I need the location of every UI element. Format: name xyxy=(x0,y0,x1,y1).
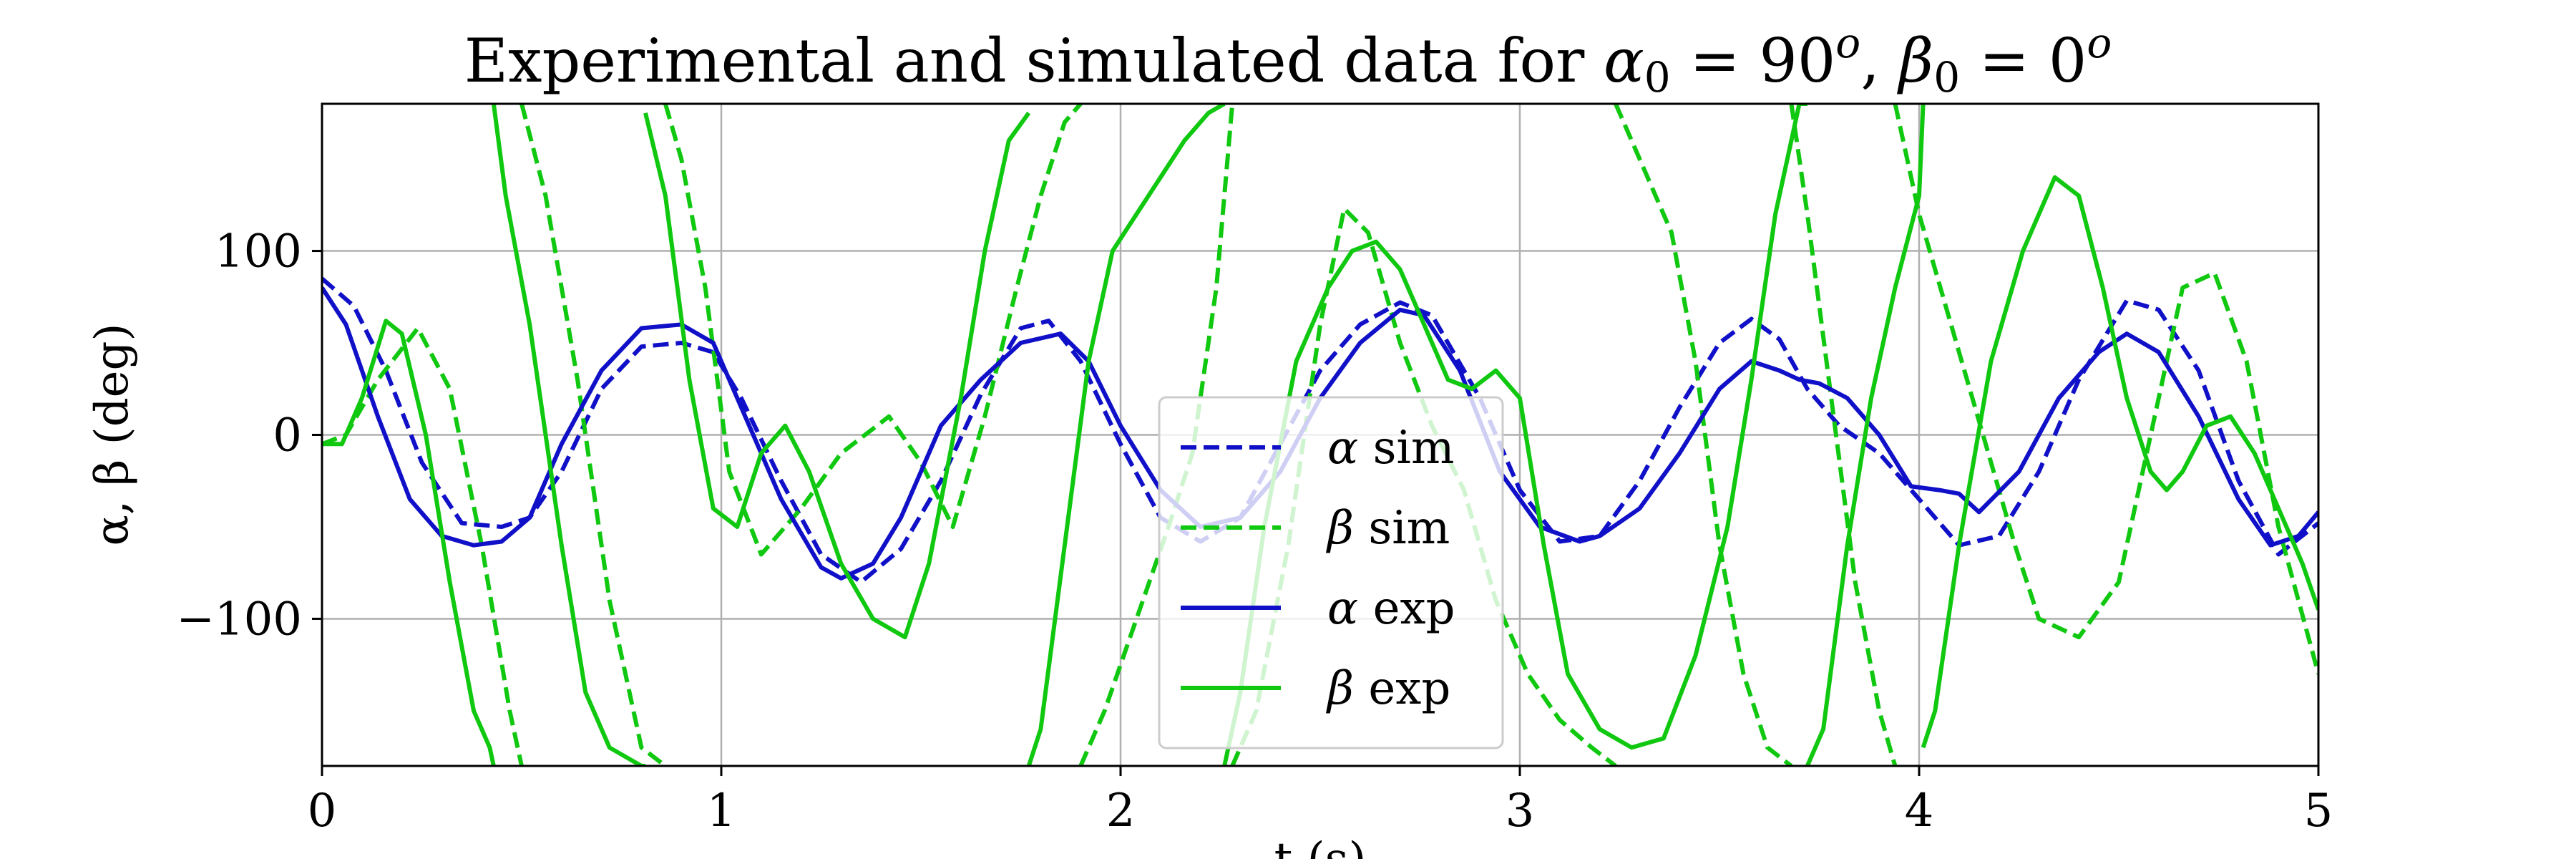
series-line-exp-2 xyxy=(322,286,2318,581)
legend-box xyxy=(1158,396,1504,749)
legend: α sim β sim α exp β exp xyxy=(1158,396,1504,749)
legend-label-1: β sim xyxy=(1326,502,1450,555)
series-line-sim-0 xyxy=(322,276,2318,585)
legend-label-2: α exp xyxy=(1327,582,1455,635)
y-axis-label: α, β (deg) xyxy=(86,324,139,546)
x-tick-label-1: 1 xyxy=(707,785,736,838)
y-tick-label-1: 0 xyxy=(273,409,302,462)
x-tick-label-5: 5 xyxy=(2304,785,2333,838)
series-line-exp-3 xyxy=(322,104,2318,766)
x-tick-label-2: 2 xyxy=(1106,785,1136,838)
legend-label-3: β exp xyxy=(1326,662,1450,715)
y-tick-label-2: 100 xyxy=(215,225,302,278)
axis-ticks: 0 1 2 3 4 5 −100 0 100 xyxy=(176,225,2333,838)
legend-label-0: α sim xyxy=(1327,422,1455,475)
plot-lines xyxy=(322,104,2318,766)
x-axis-label: t (s) xyxy=(1274,833,1367,859)
chart-title: Experimental and simulated data for α0 =… xyxy=(464,19,2112,102)
x-tick-label-0: 0 xyxy=(308,785,337,838)
y-tick-label-0: −100 xyxy=(176,593,302,646)
x-tick-label-4: 4 xyxy=(1905,785,1934,838)
x-tick-label-3: 3 xyxy=(1506,785,1535,838)
